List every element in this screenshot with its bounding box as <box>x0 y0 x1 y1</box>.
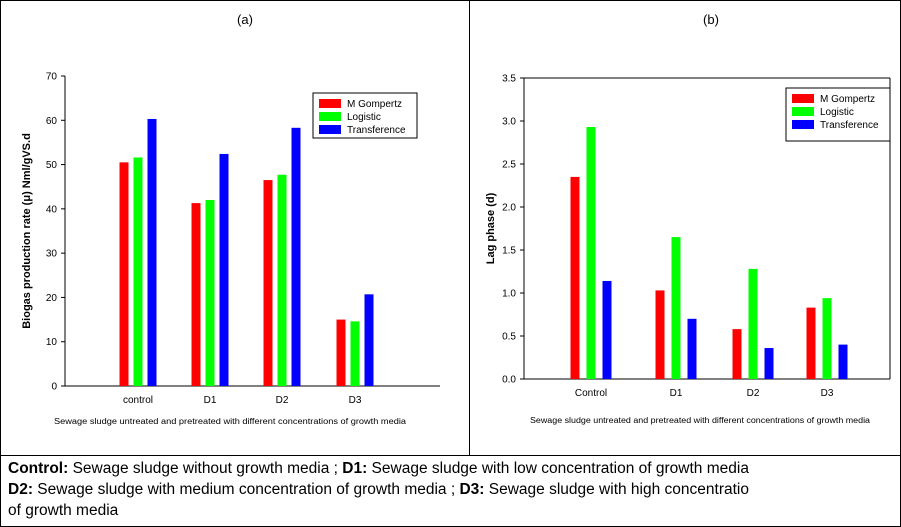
y-tick-label: 3.5 <box>502 74 516 85</box>
chart-panel-a: (a) 0 10 20 30 40 50 60 70 Biogas production rate… <box>0 0 469 455</box>
x-tick-label: D3 <box>349 395 362 406</box>
legend-label: M Gompertz <box>820 94 875 105</box>
x-tick-label: control <box>123 395 153 406</box>
x-tick-label: D1 <box>204 395 217 406</box>
caption-divider <box>0 455 901 456</box>
legend-swatch <box>792 94 814 103</box>
bar-transference <box>364 294 374 386</box>
bar-transference <box>147 118 157 386</box>
chart-b-svg: (b) 0.0 0.5 1.0 1.5 2.0 2.5 3.0 3.5 Lag phase (d)… <box>485 12 891 425</box>
legend-swatch <box>792 107 814 116</box>
y-tick-label: 0.0 <box>502 375 516 386</box>
y-tick-label: 10 <box>46 337 58 348</box>
bar-m-gompertz <box>655 290 665 379</box>
bar-logistic <box>133 157 143 386</box>
y-tick-label: 60 <box>46 116 58 127</box>
caption-line-3: of growth media <box>8 500 898 521</box>
bar-logistic <box>748 268 758 379</box>
legend-label: Transference <box>820 120 879 131</box>
y-axis-label: Lag phase (d) <box>485 192 497 264</box>
figure-caption: Control: Sewage sludge without growth me… <box>8 458 898 521</box>
bar-logistic <box>205 200 215 386</box>
caption-text: of growth media <box>8 502 119 519</box>
legend-label: M Gompertz <box>347 99 402 110</box>
legend-label: Transference <box>347 125 406 136</box>
bar-logistic <box>822 298 832 379</box>
bar-transference <box>838 344 848 379</box>
legend-swatch <box>319 125 341 134</box>
y-tick-label: 1.5 <box>502 246 516 257</box>
x-axis-label: Sewage sludge untreated and pretreated w… <box>54 417 407 426</box>
y-tick-label: 2.0 <box>502 203 516 214</box>
bar-m-gompertz <box>570 176 580 379</box>
caption-term: D2: <box>8 481 33 498</box>
legend-swatch <box>792 120 814 129</box>
caption-term: Control: <box>8 460 69 477</box>
y-axis-label: Biogas production rate (μ) Nml/gVS.d <box>21 133 33 329</box>
caption-text: Sewage sludge without growth media ; <box>68 460 343 477</box>
y-tick-label: 0.5 <box>502 332 516 343</box>
bar-transference <box>291 127 301 387</box>
y-tick-label: 0 <box>51 382 57 393</box>
y-tick-label: 50 <box>46 160 58 171</box>
x-tick-label: D3 <box>821 388 834 399</box>
legend-label: Logistic <box>820 107 854 118</box>
y-tick-label: 2.5 <box>502 160 516 171</box>
caption-term: D1: <box>342 460 368 477</box>
caption-text: Sewage sludge with high concentratio <box>484 481 749 498</box>
y-tick-label: 3.0 <box>502 117 516 128</box>
bar-logistic <box>350 321 360 386</box>
bar-m-gompertz <box>263 180 273 386</box>
bar-logistic <box>671 237 681 379</box>
panel-label: (a) <box>237 12 253 27</box>
bar-transference <box>764 348 774 379</box>
caption-term: D3: <box>459 481 485 498</box>
y-tick-label: 1.0 <box>502 289 516 300</box>
legend-label: Logistic <box>347 112 381 123</box>
chart-a-svg: (a) 0 10 20 30 40 50 60 70 Biogas production rate… <box>21 12 440 426</box>
caption-text: Sewage sludge with medium concentration … <box>32 481 460 498</box>
y-tick-label: 70 <box>46 72 58 83</box>
panel-divider <box>469 0 470 455</box>
bar-transference <box>602 280 612 379</box>
caption-line-1: Control: Sewage sludge without growth me… <box>8 458 898 479</box>
bar-m-gompertz <box>732 329 742 379</box>
bar-m-gompertz <box>191 203 201 386</box>
bar-logistic <box>586 127 596 380</box>
panel-label: (b) <box>703 12 719 27</box>
bar-transference <box>687 318 697 379</box>
bar-m-gompertz <box>119 162 129 386</box>
y-tick-label: 40 <box>46 204 58 215</box>
x-tick-label: D1 <box>670 388 683 399</box>
bar-m-gompertz <box>806 307 816 379</box>
x-tick-label: D2 <box>276 395 289 406</box>
x-axis-label: Sewage sludge untreated and pretreated w… <box>530 416 871 425</box>
x-tick-label: Control <box>575 388 607 399</box>
caption-line-2: D2: Sewage sludge with medium concentrat… <box>8 479 898 500</box>
bar-m-gompertz <box>336 319 346 386</box>
legend-swatch <box>319 99 341 108</box>
y-tick-label: 20 <box>46 293 58 304</box>
legend-swatch <box>319 112 341 121</box>
bar-logistic <box>277 174 287 386</box>
chart-panel-b: (b) 0.0 0.5 1.0 1.5 2.0 2.5 3.0 3.5 Lag phase (d)… <box>470 0 901 455</box>
x-tick-label: D2 <box>747 388 760 399</box>
caption-text: Sewage sludge with low concentration of … <box>367 460 749 477</box>
bar-transference <box>219 153 229 386</box>
y-tick-label: 30 <box>46 249 58 260</box>
